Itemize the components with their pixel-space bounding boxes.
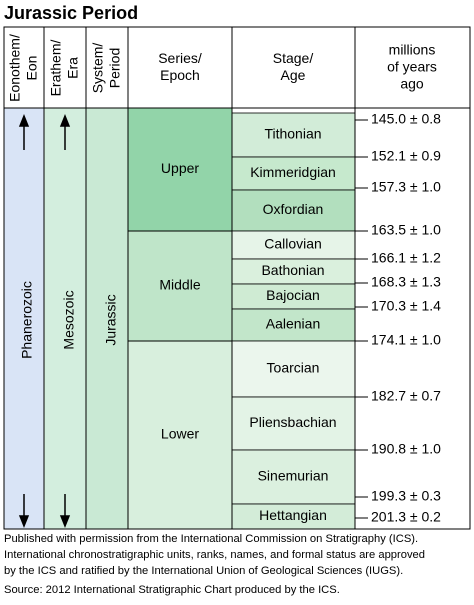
age-label: 190.8 ± 1.0 — [371, 441, 441, 457]
header: of years — [387, 59, 437, 75]
stage-label: Bajocian — [266, 287, 320, 303]
eon-cell — [4, 108, 44, 529]
age-label: 157.3 ± 1.0 — [371, 179, 441, 195]
header: millions — [389, 42, 436, 58]
age-label: 182.7 ± 0.7 — [371, 388, 441, 404]
series-cell — [128, 231, 232, 341]
series-cell — [128, 341, 232, 529]
footer-line: Published with permission from the Inter… — [4, 533, 418, 545]
stage-label: Sinemurian — [258, 468, 329, 484]
table-border — [3, 26, 471, 530]
title: Jurassic Period — [4, 3, 138, 23]
age-label: 166.1 ± 1.2 — [371, 250, 441, 266]
stage-label: Aalenian — [266, 316, 321, 332]
age-label: 201.3 ± 0.2 — [371, 509, 441, 525]
system-cell — [86, 108, 128, 529]
stage-cell — [231, 283, 356, 310]
footer-line: International chronostratigraphic units,… — [4, 549, 425, 561]
header: Stage/ — [273, 50, 314, 66]
stage-label: Toarcian — [267, 360, 320, 376]
header: Era — [65, 57, 81, 79]
age-label: 174.1 ± 1.0 — [371, 332, 441, 348]
header: Epoch — [160, 67, 200, 83]
eon: Phanerozoic — [19, 281, 35, 359]
header: ago — [400, 76, 424, 92]
stage-label: Callovian — [264, 236, 322, 252]
header: Period — [107, 48, 123, 88]
header: Eonothem/ — [7, 34, 23, 102]
age-label: 170.3 ± 1.4 — [371, 298, 441, 314]
age-label: 152.1 ± 0.9 — [371, 148, 441, 164]
arrows — [18, 113, 71, 529]
header: Age — [281, 67, 306, 83]
header: Series/ — [158, 50, 202, 66]
stage-label: Bathonian — [261, 262, 324, 278]
era: Mesozoic — [61, 290, 77, 349]
stage-label: Oxfordian — [263, 201, 324, 217]
stage-cell — [231, 340, 356, 398]
stage-label: Pliensbachian — [249, 414, 336, 430]
stage-cell — [231, 189, 356, 232]
age-label: 168.3 ± 1.3 — [371, 274, 441, 290]
system: Jurassic — [103, 294, 119, 345]
series-label: Upper — [161, 160, 199, 176]
era-cell — [44, 108, 86, 529]
header: System/ — [90, 43, 106, 94]
footer-line: Source: 2012 International Stratigraphic… — [4, 584, 340, 596]
stage-cell — [231, 230, 356, 260]
stage-label: Tithonian — [264, 126, 321, 142]
series-cell — [128, 108, 232, 231]
stage-label: Hettangian — [259, 507, 327, 523]
age-label: 199.3 ± 0.3 — [371, 488, 441, 504]
series-label: Middle — [159, 277, 200, 293]
stage-cell — [231, 449, 356, 505]
header: Erathem/ — [48, 39, 64, 96]
header: Eon — [24, 56, 40, 81]
age-label: 163.5 ± 1.0 — [371, 222, 441, 238]
stage-label: Kimmeridgian — [250, 164, 336, 180]
series-label: Lower — [161, 426, 199, 442]
age-label: 145.0 ± 0.8 — [371, 111, 441, 127]
footer-line: by the ICS and ratified by the Internati… — [4, 565, 403, 577]
